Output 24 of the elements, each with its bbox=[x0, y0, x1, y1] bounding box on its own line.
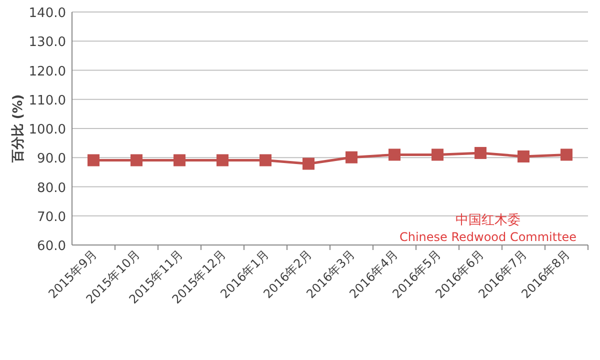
point bbox=[474, 146, 486, 159]
point bbox=[174, 154, 186, 166]
y-axis-title: 百分比 (%) bbox=[11, 94, 26, 164]
point bbox=[388, 148, 400, 161]
point bbox=[346, 151, 358, 164]
y-tick-label: 100.0 bbox=[28, 122, 66, 138]
annotation: 中国红木委 bbox=[456, 213, 520, 228]
annotation: Chinese Redwood Committee bbox=[399, 230, 577, 244]
point bbox=[130, 154, 142, 166]
y-tick-label: 60.0 bbox=[37, 239, 66, 254]
point bbox=[216, 154, 228, 166]
y-tick-label: 140.0 bbox=[28, 6, 66, 21]
point bbox=[88, 154, 100, 166]
y-tick-label: 120.0 bbox=[28, 64, 66, 80]
y-tick-label: 90.0 bbox=[37, 152, 66, 167]
point bbox=[432, 148, 444, 161]
point bbox=[302, 158, 314, 170]
y-tick-label: 80.0 bbox=[37, 180, 66, 196]
point bbox=[560, 148, 572, 161]
point bbox=[518, 150, 530, 162]
y-tick-label: 70.0 bbox=[37, 210, 66, 225]
y-tick-label: 130.0 bbox=[28, 35, 66, 50]
point bbox=[260, 154, 272, 166]
y-tick-label: 110.0 bbox=[28, 93, 66, 108]
